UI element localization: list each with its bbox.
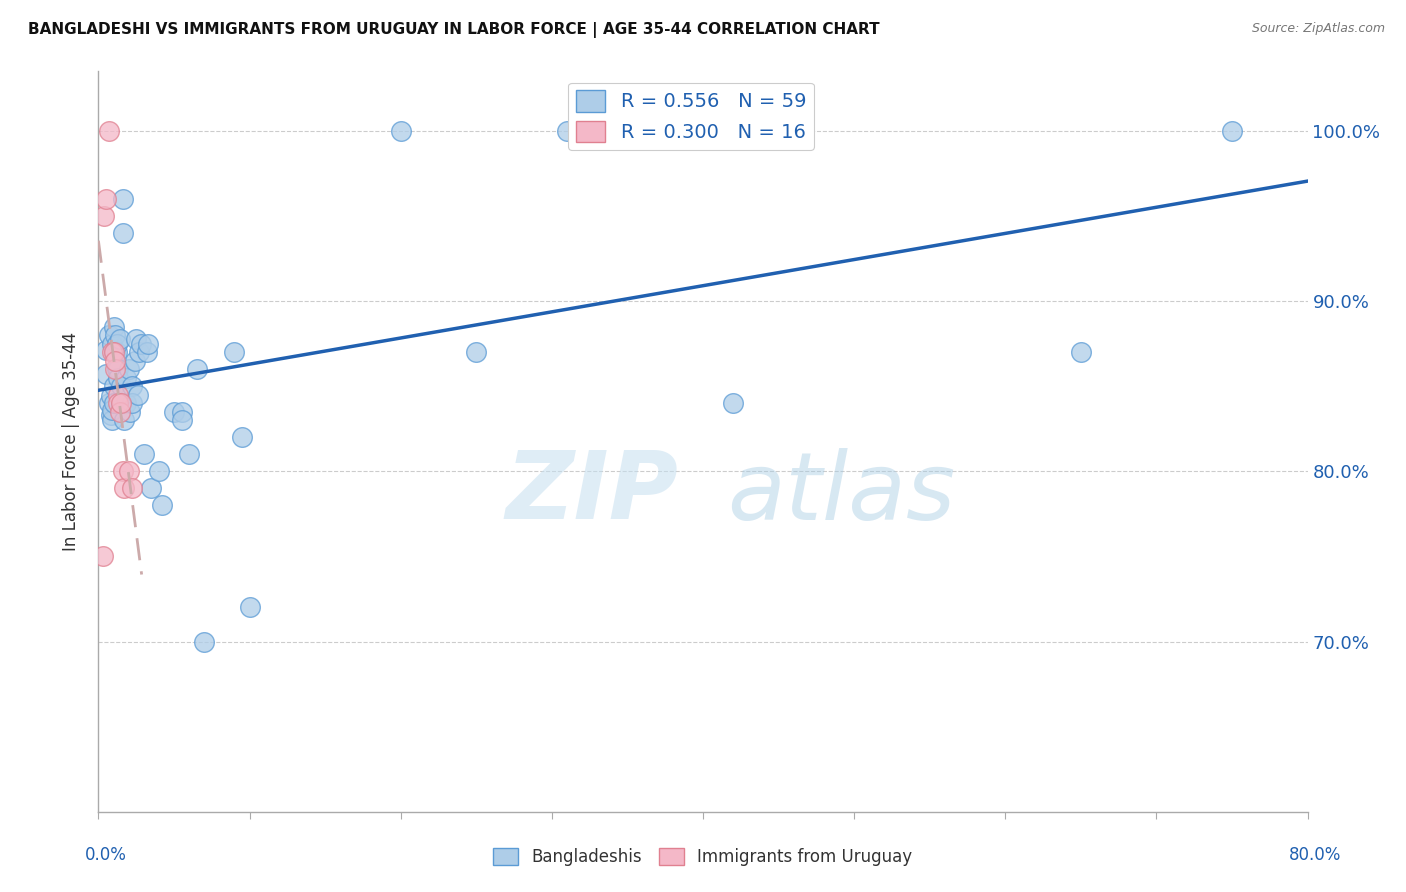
Point bbox=[125, 332, 148, 346]
Legend: R = 0.556   N = 59, R = 0.300   N = 16: R = 0.556 N = 59, R = 0.300 N = 16 bbox=[568, 83, 814, 150]
Point bbox=[93, 209, 115, 223]
Point bbox=[129, 336, 152, 351]
Point bbox=[105, 336, 128, 351]
Point bbox=[111, 192, 134, 206]
Point bbox=[101, 336, 124, 351]
Point bbox=[103, 396, 125, 410]
Point bbox=[135, 345, 157, 359]
Point bbox=[110, 396, 132, 410]
Text: ZIP: ZIP bbox=[506, 448, 679, 540]
Point bbox=[661, 124, 683, 138]
Point bbox=[150, 499, 173, 513]
Point bbox=[112, 413, 135, 427]
Text: atlas: atlas bbox=[727, 448, 956, 539]
Point bbox=[193, 634, 215, 648]
Point bbox=[98, 124, 121, 138]
Point bbox=[105, 345, 128, 359]
Point bbox=[723, 396, 745, 410]
Point bbox=[124, 353, 146, 368]
Point bbox=[170, 405, 193, 419]
Point bbox=[101, 403, 124, 417]
Point bbox=[101, 345, 124, 359]
Point bbox=[112, 481, 135, 495]
Point bbox=[555, 124, 578, 138]
Point bbox=[239, 600, 262, 615]
Point bbox=[107, 388, 129, 402]
Point bbox=[1220, 124, 1243, 138]
Point bbox=[114, 370, 136, 384]
Point bbox=[94, 368, 117, 382]
Point bbox=[163, 405, 186, 419]
Point bbox=[389, 124, 412, 138]
Point bbox=[98, 396, 121, 410]
Point bbox=[104, 345, 127, 359]
Point bbox=[107, 396, 129, 410]
Point bbox=[100, 408, 122, 422]
Point bbox=[94, 192, 117, 206]
Point bbox=[108, 332, 131, 346]
Point bbox=[224, 345, 246, 359]
Point bbox=[103, 345, 125, 359]
Point bbox=[94, 343, 117, 358]
Point bbox=[110, 396, 132, 410]
Point bbox=[465, 345, 488, 359]
Point bbox=[108, 405, 131, 419]
Point bbox=[91, 549, 114, 564]
Point bbox=[136, 336, 159, 351]
Point bbox=[132, 447, 155, 461]
Point bbox=[103, 345, 125, 359]
Point bbox=[118, 464, 141, 478]
Point bbox=[127, 388, 149, 402]
Text: Source: ZipAtlas.com: Source: ZipAtlas.com bbox=[1251, 22, 1385, 36]
Point bbox=[121, 396, 143, 410]
Point bbox=[148, 464, 170, 478]
Point bbox=[103, 319, 125, 334]
Point bbox=[179, 447, 201, 461]
Point bbox=[121, 481, 143, 495]
Point bbox=[141, 481, 163, 495]
Point bbox=[1070, 345, 1092, 359]
Point bbox=[98, 328, 121, 343]
Point bbox=[170, 413, 193, 427]
Text: BANGLADESHI VS IMMIGRANTS FROM URUGUAY IN LABOR FORCE | AGE 35-44 CORRELATION CH: BANGLADESHI VS IMMIGRANTS FROM URUGUAY I… bbox=[28, 22, 880, 38]
Point bbox=[107, 370, 129, 384]
Point bbox=[186, 362, 208, 376]
Point bbox=[104, 362, 127, 376]
Point bbox=[103, 379, 125, 393]
Point bbox=[120, 405, 142, 419]
Point bbox=[110, 379, 132, 393]
Text: 80.0%: 80.0% bbox=[1288, 846, 1341, 863]
Point bbox=[104, 353, 127, 368]
Point bbox=[128, 345, 150, 359]
Point bbox=[118, 362, 141, 376]
Text: 0.0%: 0.0% bbox=[84, 846, 127, 863]
Point bbox=[104, 328, 127, 343]
Point bbox=[100, 389, 122, 403]
Point bbox=[105, 362, 128, 376]
Point bbox=[101, 413, 124, 427]
Point bbox=[121, 379, 143, 393]
Point bbox=[231, 430, 253, 444]
Y-axis label: In Labor Force | Age 35-44: In Labor Force | Age 35-44 bbox=[62, 332, 80, 551]
Point bbox=[107, 362, 129, 376]
Point bbox=[111, 226, 134, 240]
Legend: Bangladeshis, Immigrants from Uruguay: Bangladeshis, Immigrants from Uruguay bbox=[486, 841, 920, 873]
Point bbox=[111, 464, 134, 478]
Point bbox=[114, 396, 136, 410]
